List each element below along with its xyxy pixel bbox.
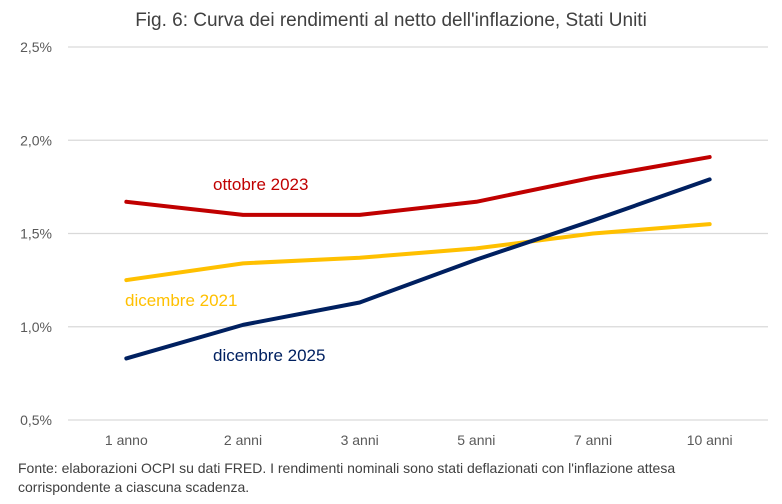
y-tick-label: 2,5% (20, 39, 52, 55)
y-tick-label: 0,5% (20, 412, 52, 428)
footnote: Fonte: elaborazioni OCPI su dati FRED. I… (18, 460, 676, 495)
series-line-dicembre-2021 (124, 222, 712, 283)
y-tick-label: 2,0% (20, 132, 52, 148)
series-line-dicembre-2025 (124, 177, 712, 361)
chart-title: Fig. 6: Curva dei rendimenti al netto de… (135, 10, 647, 31)
series-label: dicembre 2025 (213, 346, 325, 365)
series-label: dicembre 2021 (125, 291, 237, 310)
series-label: ottobre 2023 (213, 175, 308, 194)
y-tick-label: 1,5% (20, 226, 52, 242)
series-line-ottobre-2023 (124, 155, 712, 217)
x-tick-label: 1 anno (105, 432, 148, 448)
x-tick-label: 2 anni (224, 432, 262, 448)
y-tick-label: 1,0% (20, 319, 52, 335)
x-tick-label: 3 anni (341, 432, 379, 448)
line-chart: 0,5% 1,0% 1,5% 2,0% 2,5% 1 anno 2 anni 3 anni 5 … (20, 39, 768, 448)
x-tick-label: 5 anni (457, 432, 495, 448)
x-tick-label: 7 anni (574, 432, 612, 448)
x-tick-label: 10 anni (687, 432, 733, 448)
